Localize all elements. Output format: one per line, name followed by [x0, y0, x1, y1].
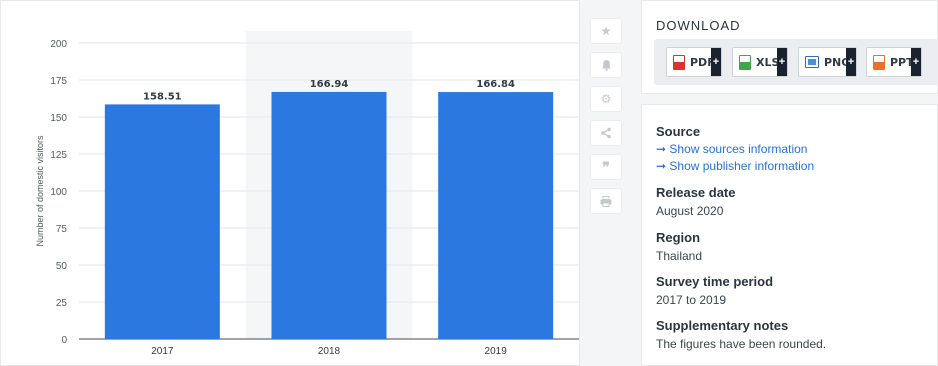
chart-card: 0 25 50 75 100 125 150 175 200 Number of domestic… — [0, 0, 580, 366]
data-label: 166.84 — [476, 79, 515, 90]
download-ppt-button[interactable]: PPT + — [866, 47, 922, 77]
pdf-file-icon — [673, 54, 685, 70]
region-heading: Region — [656, 230, 701, 245]
png-plus-icon[interactable]: + — [846, 48, 856, 76]
release-date-value: August 2020 — [656, 204, 724, 218]
cite-button[interactable]: ❞ — [590, 154, 622, 180]
y-tick-label: 150 — [50, 113, 67, 124]
bell-icon — [601, 60, 611, 71]
quote-icon: ❞ — [602, 158, 610, 175]
survey-period-heading: Survey time period — [656, 274, 774, 289]
ppt-file-icon — [873, 54, 885, 70]
y-tick-label: 25 — [56, 298, 68, 309]
download-button-group: PDF + XLS + PNG + PPT + — [654, 39, 938, 85]
gear-icon: ⚙ — [600, 92, 612, 106]
favorite-button[interactable]: ★ — [590, 18, 622, 44]
x-tick-label: 2019 — [485, 346, 508, 357]
y-tick-label: 50 — [56, 261, 68, 272]
y-tick-label: 0 — [61, 335, 67, 346]
print-button[interactable] — [590, 188, 622, 214]
download-title: DOWNLOAD — [656, 18, 741, 33]
download-pdf-label: PDF — [690, 55, 715, 69]
xls-plus-icon[interactable]: + — [777, 48, 787, 76]
x-tick-label: 2017 — [151, 346, 174, 357]
xls-file-icon — [739, 54, 751, 70]
share-icon — [601, 127, 611, 139]
x-tick-label: 2018 — [318, 346, 341, 357]
download-xls-label: XLS — [756, 55, 780, 69]
region-value: Thailand — [656, 249, 703, 263]
star-icon: ★ — [600, 24, 612, 38]
download-pdf-button[interactable]: PDF + — [666, 47, 722, 77]
show-publisher-link[interactable]: ➞ Show publisher information — [656, 159, 815, 173]
supplementary-notes-value: The figures have been rounded. — [656, 337, 827, 351]
bar — [271, 91, 387, 339]
y-tick-label: 125 — [50, 150, 67, 161]
y-tick-label: 75 — [56, 224, 68, 235]
download-card: DOWNLOAD PDF + XLS + PNG + P — [641, 0, 938, 94]
supplementary-notes-heading: Supplementary notes — [656, 318, 789, 333]
settings-button[interactable]: ⚙ — [590, 86, 622, 112]
statistic-info-card: Source ➞ Show sources information ➞ Show… — [641, 104, 938, 366]
share-button[interactable] — [590, 120, 622, 146]
y-tick-label: 200 — [50, 39, 67, 50]
download-png-button[interactable]: PNG + — [798, 47, 857, 77]
bar — [104, 104, 220, 339]
data-label: 166.94 — [310, 79, 349, 90]
survey-period-value: 2017 to 2019 — [656, 293, 727, 307]
y-tick-label: 175 — [50, 76, 67, 87]
png-image-icon — [805, 56, 819, 68]
bar-chart: 0 25 50 75 100 125 150 175 200 Number of domestic… — [35, 31, 579, 357]
notification-button[interactable] — [590, 52, 622, 78]
ppt-plus-icon[interactable]: + — [911, 48, 921, 76]
pdf-plus-icon[interactable]: + — [711, 48, 721, 76]
release-date-heading: Release date — [656, 185, 736, 200]
bar — [438, 92, 554, 339]
print-icon — [600, 195, 612, 207]
show-sources-link[interactable]: ➞ Show sources information — [656, 142, 808, 156]
download-png-label: PNG — [824, 55, 851, 69]
y-axis-label: Number of domestic visitors — [35, 135, 45, 247]
y-tick-label: 100 — [50, 187, 67, 198]
source-heading: Source — [656, 124, 701, 139]
download-xls-button[interactable]: XLS + — [732, 47, 788, 77]
download-ppt-label: PPT — [890, 55, 914, 69]
data-label: 158.51 — [143, 91, 182, 102]
